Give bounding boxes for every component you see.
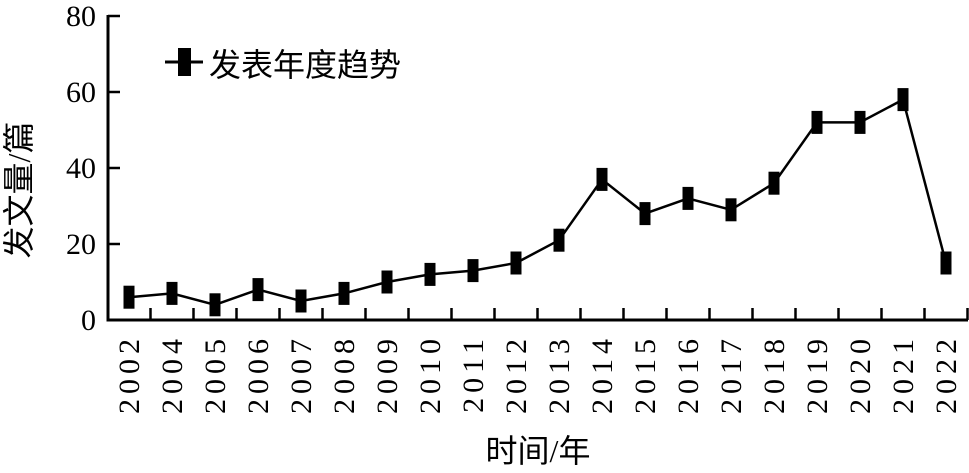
x-tick-label-2007: 2007 — [285, 334, 318, 414]
y-tick-label: 40 — [66, 152, 96, 185]
x-tick-label-2011: 2011 — [457, 334, 490, 413]
x-tick-label-2009: 2009 — [371, 334, 404, 414]
data-point-marker-2012 — [510, 251, 522, 275]
data-point-marker-2005 — [209, 293, 221, 317]
x-tick-label-2005: 2005 — [199, 334, 232, 414]
y-tick-label: 80 — [66, 0, 96, 33]
x-tick-label-2008: 2008 — [328, 334, 361, 414]
x-tick-label-2004: 2004 — [156, 334, 189, 414]
legend-marker-icon — [178, 48, 191, 76]
x-tick-label-2015: 2015 — [629, 334, 662, 414]
data-point-marker-2004 — [166, 281, 178, 305]
x-tick-label-2022: 2022 — [930, 334, 963, 414]
data-point-marker-2022 — [940, 251, 952, 275]
data-point-marker-2009 — [381, 270, 393, 294]
trend-line-series — [123, 88, 952, 317]
y-axis-title: 发文量/篇 — [1, 122, 37, 259]
data-point-marker-2021 — [897, 88, 909, 112]
x-axis-tick-labels: 2002 2004 2005 2006 2007 2008 2009 2010 2011 2012… — [113, 334, 963, 414]
x-tick-label-2013: 2013 — [543, 334, 576, 414]
legend-label: 发表年度趋势 — [209, 47, 401, 83]
x-tick-label-2010: 2010 — [414, 334, 447, 414]
x-tick-label-2017: 2017 — [715, 334, 748, 414]
legend: 发表年度趋势 — [165, 47, 401, 83]
y-tick-label: 20 — [66, 228, 96, 261]
data-point-marker-2011 — [467, 259, 479, 283]
data-point-marker-2014 — [596, 167, 608, 191]
x-tick-label-2014: 2014 — [586, 334, 619, 414]
x-tick-label-2002: 2002 — [113, 334, 146, 414]
data-point-marker-2020 — [854, 110, 866, 134]
data-point-marker-2018 — [768, 171, 780, 195]
data-point-marker-2007 — [295, 289, 307, 313]
x-tick-label-2021: 2021 — [887, 334, 920, 414]
data-point-marker-2013 — [553, 228, 565, 252]
trend-line — [128, 97, 948, 307]
x-tick-label-2016: 2016 — [672, 334, 705, 414]
x-tick-label-2019: 2019 — [801, 334, 834, 414]
x-tick-label-2006: 2006 — [242, 334, 275, 414]
x-tick-label-2012: 2012 — [500, 334, 533, 414]
data-point-marker-2017 — [725, 198, 737, 222]
x-tick-label-2018: 2018 — [758, 334, 791, 414]
y-axis-tick-labels: 0 20 40 60 80 — [66, 0, 96, 337]
y-axis-ticks — [108, 14, 120, 246]
x-tick-label-2020: 2020 — [844, 334, 877, 414]
data-point-marker-2008 — [338, 281, 350, 305]
x-axis-ticks — [149, 308, 969, 320]
data-point-marker-2006 — [252, 278, 264, 302]
data-point-marker-2016 — [682, 186, 694, 210]
y-tick-label: 60 — [66, 76, 96, 109]
data-point-marker-2019 — [811, 110, 823, 134]
data-point-marker-2010 — [424, 262, 436, 286]
y-tick-label: 0 — [81, 304, 96, 337]
x-axis-title: 时间/年 — [486, 433, 591, 469]
data-point-marker-2015 — [639, 202, 651, 226]
data-point-marker-2002 — [123, 285, 135, 309]
